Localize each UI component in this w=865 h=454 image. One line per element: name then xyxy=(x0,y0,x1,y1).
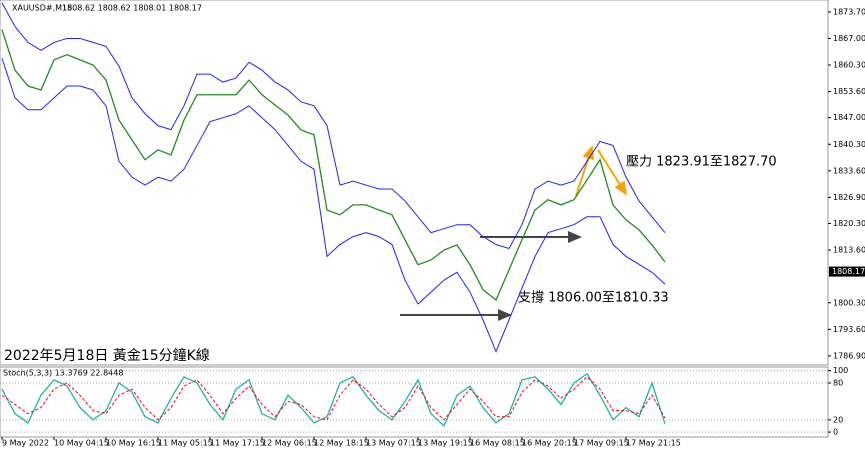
series-line xyxy=(1,376,666,421)
y-tick-label: 1860.30 xyxy=(833,60,865,69)
x-tick-label: 13 May 07:15 xyxy=(366,439,421,448)
x-tick-label: 11 May 05:15 xyxy=(158,439,213,448)
x-tick-label: 10 May 04:15 xyxy=(54,439,109,448)
x-tick-label: 11 May 17:15 xyxy=(210,439,265,448)
y-tick-label: 1826.90 xyxy=(833,193,865,202)
y-tick-label: 80 xyxy=(833,378,843,387)
x-tick-label: 13 May 19:15 xyxy=(418,439,473,448)
y-tick-label: 1786.90 xyxy=(833,351,865,360)
series-line xyxy=(1,372,666,428)
ohlc: 1808.62 1808.62 1808.01 1808.17 xyxy=(62,4,202,13)
y-tick-label: 1833.60 xyxy=(833,166,865,175)
y-tick-label: 1820.30 xyxy=(833,219,865,228)
y-tick-label: 20 xyxy=(833,415,843,424)
y-tick-label: 1840.30 xyxy=(833,140,865,149)
y-tick-label: 1853.60 xyxy=(833,87,865,96)
date-note: 2022年5月18日 黃金15分鐘K線 xyxy=(4,347,210,364)
x-tick-label: 12 May 06:15 xyxy=(262,439,317,448)
y-tick-label: 0 xyxy=(833,428,838,437)
support-note: 支撐 1806.00至1810.33 xyxy=(518,291,669,306)
arrow xyxy=(575,145,594,197)
y-tick-label: 1867.00 xyxy=(833,34,865,43)
series-line xyxy=(1,29,666,302)
y-tick-label: 1873.70 xyxy=(833,7,865,16)
resistance-note: 壓力 1823.91至1827.70 xyxy=(626,155,777,170)
last-price-box xyxy=(829,266,865,277)
main-frame xyxy=(0,0,829,366)
x-tick-label: 17 May 09:15 xyxy=(574,439,629,448)
x-tick-label: 9 May 2022 xyxy=(2,439,49,448)
y-tick-label: 100 xyxy=(833,366,848,375)
y-tick-label: 1793.60 xyxy=(833,325,865,334)
x-tick-label: 12 May 18:15 xyxy=(314,439,369,448)
x-tick-label: 10 May 16:15 xyxy=(106,439,161,448)
y-tick-label: 1813.60 xyxy=(833,246,865,255)
last-price-label: 1808.17 xyxy=(832,267,865,276)
arrow xyxy=(597,149,628,196)
x-tick-label: 16 May 08:15 xyxy=(470,439,525,448)
series-line xyxy=(1,2,666,250)
series-line xyxy=(1,58,666,353)
x-tick-label: 16 May 20:15 xyxy=(522,439,577,448)
symbol: XAUUSD#,M15 xyxy=(12,4,72,13)
y-tick-label: 1800.30 xyxy=(833,298,865,307)
stoch-frame xyxy=(0,366,829,438)
y-tick-label: 1847.00 xyxy=(833,113,865,122)
stoch-label: Stoch(5,3,3) 13.3769 22.8448 xyxy=(3,369,123,378)
x-tick-label: 17 May 21:15 xyxy=(626,439,681,448)
